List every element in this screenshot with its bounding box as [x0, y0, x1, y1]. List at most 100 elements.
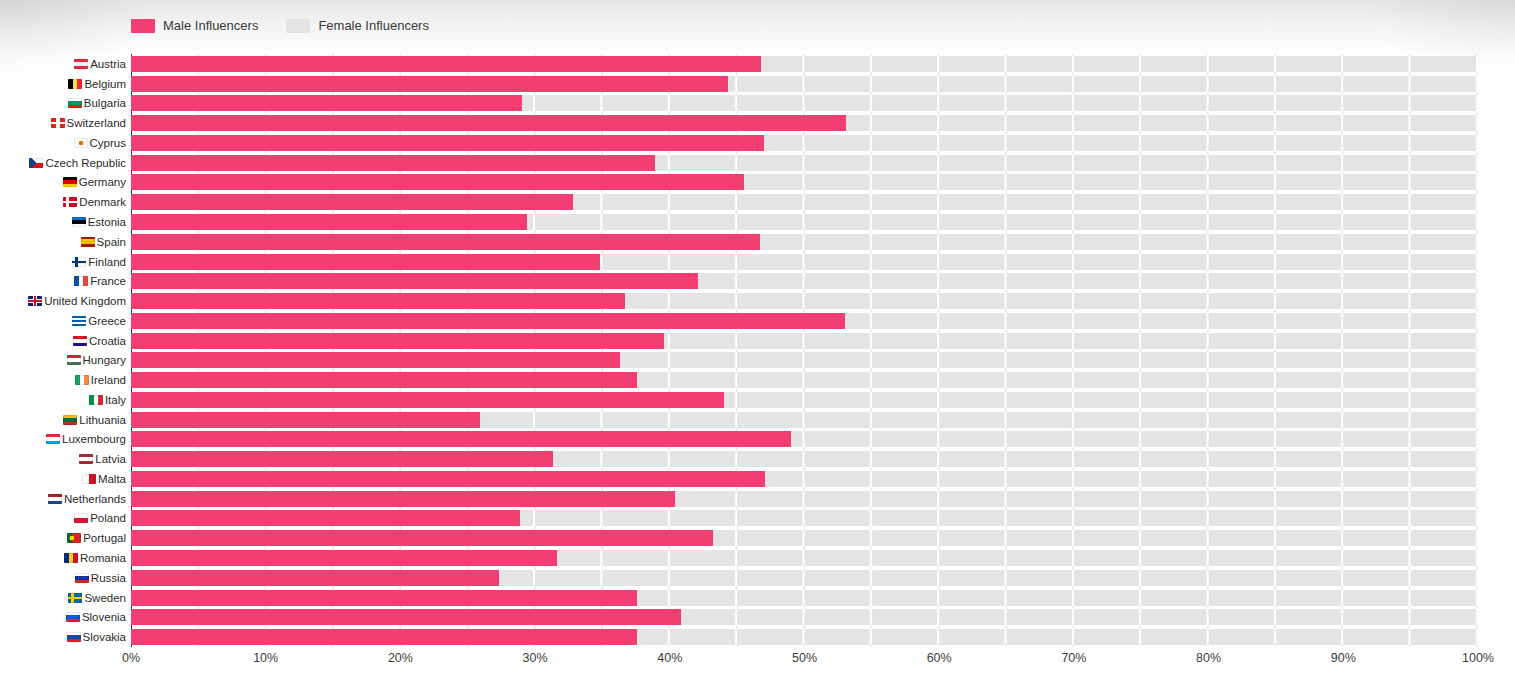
male-bar[interactable] [131, 56, 761, 72]
female-track-bar[interactable] [131, 550, 1478, 566]
flag-icon [72, 316, 86, 326]
country-label: Czech Republic [0, 157, 131, 169]
female-track-bar[interactable] [131, 174, 1478, 190]
country-name: Romania [80, 552, 126, 564]
chart-row: Slovenia [0, 607, 1478, 627]
male-bar[interactable] [131, 510, 520, 526]
country-name: Ireland [91, 374, 126, 386]
male-bar[interactable] [131, 431, 791, 447]
country-label: Switzerland [0, 117, 131, 129]
female-track-bar[interactable] [131, 95, 1478, 111]
male-bar[interactable] [131, 412, 480, 428]
female-track-bar[interactable] [131, 273, 1478, 289]
male-bar[interactable] [131, 273, 698, 289]
country-name: Slovakia [83, 631, 126, 643]
male-bar[interactable] [131, 372, 637, 388]
flag-icon [68, 79, 82, 89]
female-track-bar[interactable] [131, 629, 1478, 645]
female-track-bar[interactable] [131, 293, 1478, 309]
female-track-bar[interactable] [131, 135, 1478, 151]
female-track-bar[interactable] [131, 590, 1478, 606]
legend-male-swatch[interactable] [131, 19, 155, 33]
female-track-bar[interactable] [131, 313, 1478, 329]
chart-row: United Kingdom [0, 291, 1478, 311]
female-track-bar[interactable] [131, 352, 1478, 368]
female-track-bar[interactable] [131, 56, 1478, 72]
female-track-bar[interactable] [131, 214, 1478, 230]
female-track-bar[interactable] [131, 333, 1478, 349]
chart-row: Hungary [0, 350, 1478, 370]
female-track-bar[interactable] [131, 412, 1478, 428]
plot-area: Austria Belgium Bulgaria Switzerland [0, 54, 1478, 647]
female-track-bar[interactable] [131, 570, 1478, 586]
flag-icon [51, 118, 65, 128]
chart-row: Portugal [0, 528, 1478, 548]
female-track-bar[interactable] [131, 76, 1478, 92]
legend-male-label[interactable]: Male Influencers [163, 18, 258, 33]
male-bar[interactable] [131, 550, 557, 566]
female-track-bar[interactable] [131, 530, 1478, 546]
male-bar[interactable] [131, 629, 637, 645]
female-track-bar[interactable] [131, 510, 1478, 526]
country-label: Finland [0, 256, 131, 268]
female-track-bar[interactable] [131, 155, 1478, 171]
country-label: Sweden [0, 592, 131, 604]
male-bar[interactable] [131, 194, 573, 210]
legend: Male Influencers Female Influencers [131, 18, 429, 33]
male-bar[interactable] [131, 76, 728, 92]
female-track-bar[interactable] [131, 471, 1478, 487]
male-bar[interactable] [131, 214, 527, 230]
male-bar[interactable] [131, 234, 760, 250]
x-axis-tick-label: 90% [1331, 651, 1356, 665]
female-track-bar[interactable] [131, 431, 1478, 447]
country-name: Slovenia [82, 611, 126, 623]
female-track-bar[interactable] [131, 115, 1478, 131]
country-name: United Kingdom [44, 295, 126, 307]
female-track-bar[interactable] [131, 234, 1478, 250]
male-bar[interactable] [131, 155, 655, 171]
legend-female-swatch[interactable] [286, 19, 310, 33]
female-track-bar[interactable] [131, 194, 1478, 210]
male-bar[interactable] [131, 174, 744, 190]
male-bar[interactable] [131, 313, 845, 329]
male-bar[interactable] [131, 491, 675, 507]
country-name: France [90, 275, 126, 287]
x-axis-tick-label: 60% [927, 651, 952, 665]
male-bar[interactable] [131, 135, 764, 151]
country-name: Czech Republic [45, 157, 126, 169]
country-label: United Kingdom [0, 295, 131, 307]
female-track-bar[interactable] [131, 392, 1478, 408]
male-bar[interactable] [131, 392, 724, 408]
x-axis-tick-label: 70% [1061, 651, 1086, 665]
female-track-bar[interactable] [131, 451, 1478, 467]
country-name: Estonia [88, 216, 126, 228]
male-bar[interactable] [131, 293, 625, 309]
male-bar[interactable] [131, 530, 713, 546]
country-name: Bulgaria [84, 97, 126, 109]
x-axis-tick-label: 0% [122, 651, 140, 665]
flag-icon [67, 533, 81, 543]
male-bar[interactable] [131, 333, 664, 349]
male-bar[interactable] [131, 471, 765, 487]
male-bar[interactable] [131, 95, 522, 111]
male-bar[interactable] [131, 609, 681, 625]
country-label: Poland [0, 512, 131, 524]
male-bar[interactable] [131, 570, 499, 586]
legend-female-label[interactable]: Female Influencers [318, 18, 429, 33]
country-label: Slovenia [0, 611, 131, 623]
female-track-bar[interactable] [131, 609, 1478, 625]
male-bar[interactable] [131, 254, 600, 270]
male-bar[interactable] [131, 115, 846, 131]
male-bar[interactable] [131, 590, 637, 606]
country-name: Cyprus [90, 137, 126, 149]
female-track-bar[interactable] [131, 254, 1478, 270]
flag-icon [28, 296, 42, 306]
country-name: Germany [79, 176, 126, 188]
x-axis-tick-label: 50% [792, 651, 817, 665]
female-track-bar[interactable] [131, 372, 1478, 388]
country-label: Austria [0, 58, 131, 70]
male-bar[interactable] [131, 352, 620, 368]
male-bar[interactable] [131, 451, 553, 467]
country-name: Spain [97, 236, 126, 248]
female-track-bar[interactable] [131, 491, 1478, 507]
